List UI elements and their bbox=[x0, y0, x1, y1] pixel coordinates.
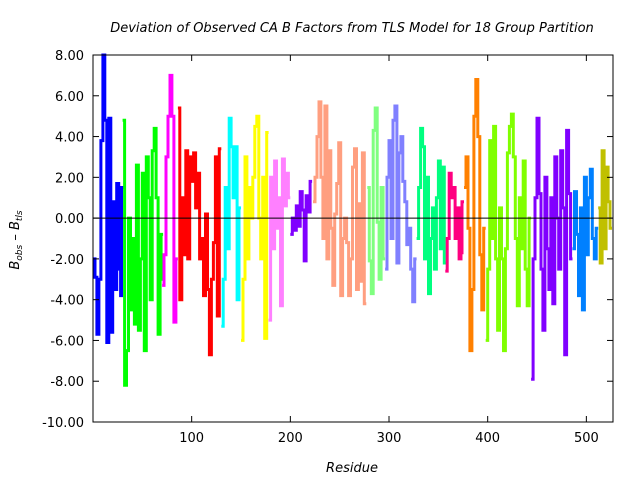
x-axis-label: Residue bbox=[326, 461, 378, 476]
series-8-line bbox=[290, 179, 313, 263]
ticks-layer: -10.00 -8.00 -6.00 -4.00 -2.00 0.00 2.00 4.00 6.… bbox=[42, 49, 613, 446]
y-tick-label: 0.00 bbox=[55, 212, 84, 227]
y-tick-label: -2.00 bbox=[50, 253, 84, 268]
x-tick-label: 500 bbox=[574, 431, 599, 446]
y-tick-label: 6.00 bbox=[55, 90, 84, 105]
y-axis-label: Bobs – Btls bbox=[8, 210, 25, 270]
series-17-line bbox=[572, 167, 599, 312]
x-tick-label: 300 bbox=[377, 431, 402, 446]
x-tick-label: 200 bbox=[278, 431, 303, 446]
series-10-line bbox=[367, 106, 386, 296]
y-tick-label: 8.00 bbox=[55, 49, 84, 64]
series-5-line bbox=[221, 116, 241, 328]
x-tick-label: 100 bbox=[179, 431, 204, 446]
y-tick-label: -10.00 bbox=[42, 416, 84, 431]
series-2-line bbox=[122, 118, 164, 387]
y-tick-label: -8.00 bbox=[50, 375, 84, 390]
series-18-line bbox=[598, 149, 612, 265]
series-1-line bbox=[93, 53, 124, 344]
series-15-line bbox=[485, 112, 532, 353]
series-13-line bbox=[445, 171, 464, 273]
y-tick-label: 4.00 bbox=[55, 131, 84, 146]
y-tick-label: -6.00 bbox=[50, 334, 84, 349]
series-14-line bbox=[464, 78, 486, 353]
series-3-line bbox=[162, 73, 178, 324]
chart-title: Deviation of Observed CA B Factors from … bbox=[110, 21, 594, 36]
series-7-line bbox=[268, 157, 291, 322]
series-4-line bbox=[177, 106, 222, 357]
plot-frame bbox=[92, 54, 614, 423]
x-tick-label: 400 bbox=[475, 431, 500, 446]
y-tick-label: -4.00 bbox=[50, 294, 84, 309]
series-16-line bbox=[531, 116, 573, 381]
series-12-line bbox=[416, 126, 447, 296]
series-6-line bbox=[241, 114, 269, 342]
series-layer bbox=[93, 53, 612, 387]
series-9-line bbox=[313, 100, 367, 306]
series-11-line bbox=[385, 104, 417, 304]
y-tick-label: 2.00 bbox=[55, 171, 84, 186]
